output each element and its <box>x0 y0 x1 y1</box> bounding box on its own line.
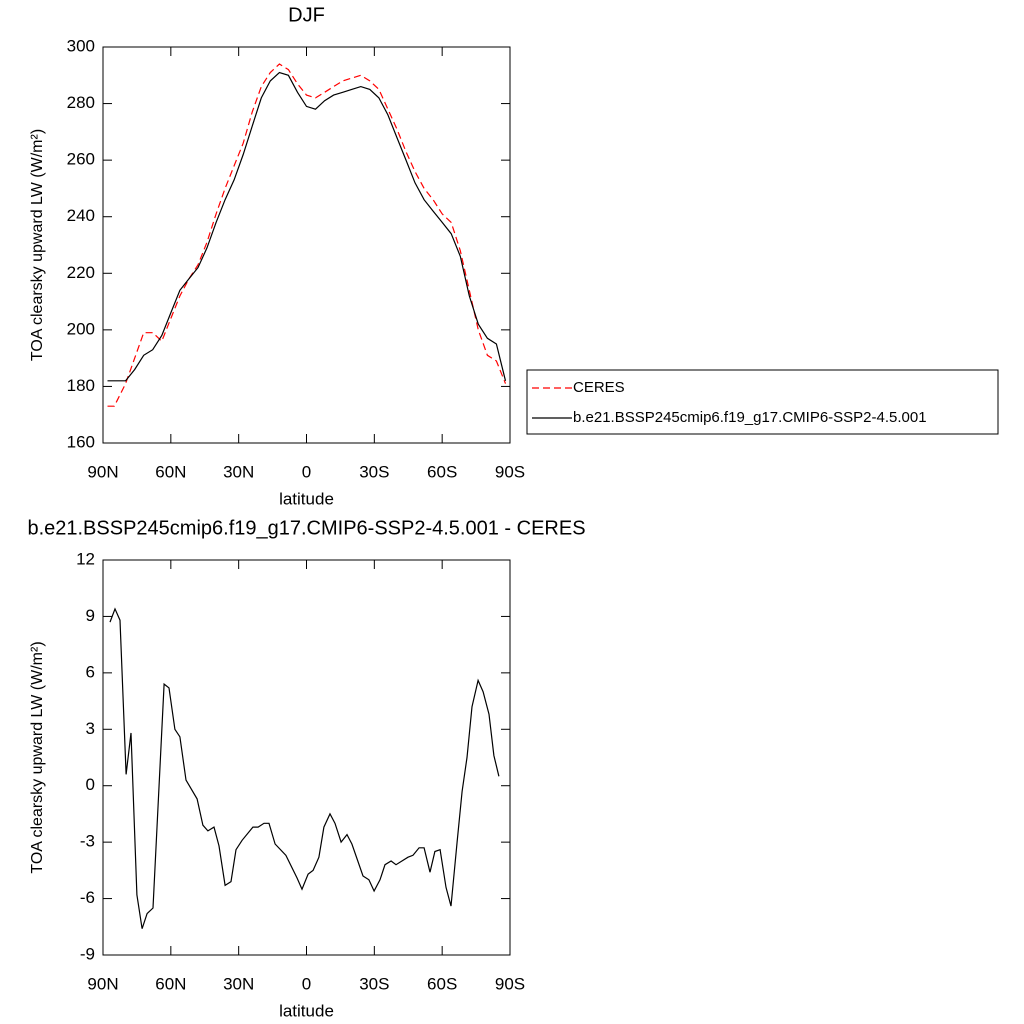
legend-box <box>526 369 999 435</box>
y-tick-label: 220 <box>67 263 95 282</box>
plot-frame <box>102 559 511 956</box>
legend-label: b.e21.BSSP245cmip6.f19_g17.CMIP6-SSP2-4.… <box>573 409 927 426</box>
y-tick-label: 300 <box>67 36 95 55</box>
y-tick-label: -6 <box>80 888 95 907</box>
y-axis-label: TOA clearsky upward LW (W/m²) <box>29 129 46 361</box>
x-tick-label: 90N <box>87 974 118 993</box>
x-axis-label: latitude <box>279 489 334 508</box>
x-tick-label: 60N <box>155 462 186 481</box>
y-tick-label: 6 <box>86 662 95 681</box>
y-axis-label: TOA clearsky upward LW (W/m²) <box>29 641 46 873</box>
plot-frame <box>102 46 511 444</box>
y-tick-label: 3 <box>86 719 95 738</box>
x-tick-label: 30N <box>223 462 254 481</box>
y-tick-label: 0 <box>86 775 95 794</box>
x-axis-label: latitude <box>279 1001 334 1020</box>
legend-label: CERES <box>573 379 625 396</box>
y-tick-label: 260 <box>67 150 95 169</box>
y-tick-label: 12 <box>76 549 95 568</box>
data-line <box>109 607 500 929</box>
x-tick-label: 30S <box>359 974 389 993</box>
x-tick-label: 60N <box>155 974 186 993</box>
y-tick-label: 180 <box>67 376 95 395</box>
chart-title: DJF <box>288 4 325 26</box>
y-tick-label: -3 <box>80 832 95 851</box>
y-tick-label: 160 <box>67 432 95 451</box>
x-tick-label: 30S <box>359 462 389 481</box>
data-line <box>107 71 507 382</box>
y-tick-label: 240 <box>67 206 95 225</box>
chart-title: b.e21.BSSP245cmip6.f19_g17.CMIP6-SSP2-4.… <box>27 517 585 539</box>
x-tick-label: 90N <box>87 462 118 481</box>
y-tick-label: 9 <box>86 606 95 625</box>
x-tick-label: 60S <box>427 462 457 481</box>
x-tick-label: 30N <box>223 974 254 993</box>
y-tick-label: 280 <box>67 93 95 112</box>
x-tick-label: 0 <box>302 974 311 993</box>
y-tick-label: -9 <box>80 944 95 963</box>
x-tick-label: 0 <box>302 462 311 481</box>
x-tick-label: 60S <box>427 974 457 993</box>
y-tick-label: 200 <box>67 319 95 338</box>
x-tick-label: 90S <box>495 974 525 993</box>
data-line <box>107 63 507 407</box>
x-tick-label: 90S <box>495 462 525 481</box>
